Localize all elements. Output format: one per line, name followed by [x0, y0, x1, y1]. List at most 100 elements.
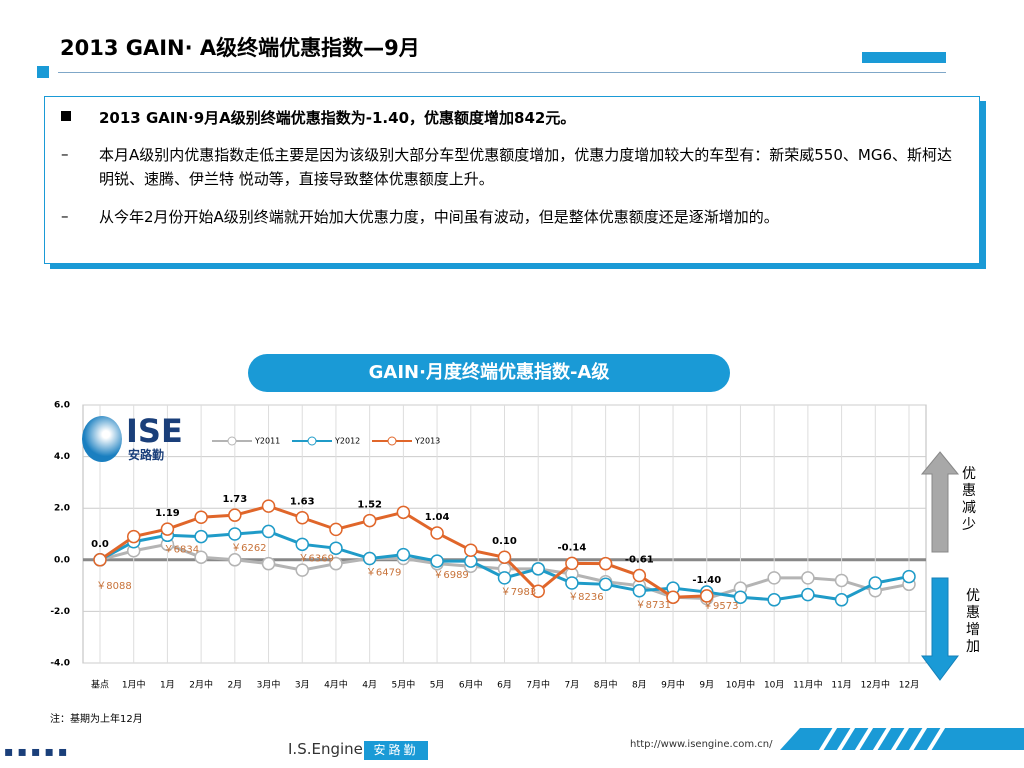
point	[666, 590, 680, 604]
price-label: ￥9573	[703, 601, 738, 612]
x-tick-label: 12月中	[861, 679, 890, 691]
point	[497, 550, 512, 564]
logo-text: ISE	[126, 412, 183, 450]
side-label-up: 优惠减少	[962, 466, 976, 533]
point	[497, 571, 512, 585]
data-label: 1.52	[357, 500, 382, 511]
point	[565, 576, 579, 590]
x-tick-label: 10月中	[726, 679, 755, 691]
point	[329, 522, 343, 537]
point	[430, 554, 444, 568]
price-label: ￥8731	[636, 600, 671, 611]
x-tick-label: 6月中	[459, 679, 483, 691]
point	[329, 556, 343, 571]
point	[396, 547, 411, 562]
x-tick-label: 8月	[632, 680, 647, 691]
data-label: -1.40	[692, 575, 721, 586]
legend-marker	[307, 436, 317, 446]
price-label: ￥8236	[568, 592, 603, 603]
x-tick-label: 7月中	[526, 679, 550, 691]
footer-url: http://www.isengine.com.cn/	[630, 739, 773, 750]
point	[565, 556, 579, 571]
point	[632, 568, 647, 583]
data-label: 0.0	[91, 539, 109, 550]
x-tick-label: 3月中	[257, 679, 281, 691]
bullet-sub: 本月A级别内优惠指数走低主要是因为该级别大部分车型优惠额度增加，优惠力度增加较大…	[99, 146, 953, 188]
point	[261, 524, 276, 539]
data-label: 0.10	[492, 536, 517, 547]
x-tick-label: 10月	[764, 680, 784, 691]
data-label: -0.61	[625, 555, 654, 566]
data-label: 1.04	[425, 512, 450, 523]
dots: ▪▪▪▪▪	[4, 744, 72, 760]
x-tick-label: 9月	[699, 680, 714, 691]
point	[362, 551, 377, 566]
point	[295, 510, 309, 525]
price-label: ￥6369	[299, 553, 334, 564]
y-tick-label: -4.0	[50, 659, 70, 669]
chart-title: GAIN·月度终端优惠指数-A级	[248, 354, 730, 392]
legend-label: Y2011	[254, 437, 280, 446]
point	[902, 569, 916, 584]
price-label: ￥6479	[366, 568, 401, 579]
x-tick-label: 3月	[295, 680, 310, 691]
point	[93, 553, 107, 567]
point	[194, 550, 208, 564]
point	[430, 526, 444, 540]
x-tick-label: 8月中	[594, 679, 618, 691]
point	[767, 593, 781, 607]
x-tick-label: 9月中	[661, 679, 685, 691]
point	[126, 529, 141, 544]
y-tick-label: -2.0	[50, 607, 70, 617]
dash: –	[61, 207, 69, 225]
y-tick-label: 6.0	[54, 401, 70, 411]
x-tick-label: 4月	[362, 680, 377, 691]
footer-brand-cn: 安路勤	[364, 741, 428, 760]
point	[700, 589, 714, 603]
price-label: ￥6989	[433, 570, 468, 581]
chart: -4.0 -2.0 0.0 2.0 4.0 6.0 基点 1月中 1月 2月中 2月 3月中 3月 4月中…	[50, 401, 927, 691]
point	[464, 543, 478, 558]
x-tick-label: 4月中	[324, 679, 348, 691]
x-tick-label: 7月	[565, 680, 580, 691]
data-label: -0.14	[558, 542, 587, 553]
point	[362, 513, 377, 528]
point	[228, 553, 242, 567]
legend-label: Y2012	[334, 437, 360, 446]
data-label: 1.19	[155, 508, 180, 519]
point	[598, 577, 613, 592]
point	[295, 537, 309, 552]
y-tick-label: 4.0	[54, 452, 70, 462]
legend-marker	[227, 436, 237, 446]
price-label: ￥8088	[96, 581, 131, 592]
down-arrow	[921, 577, 959, 681]
price-label: ￥6834	[164, 544, 199, 555]
point	[261, 556, 276, 571]
bullet-sub: 从今年2月份开始A级别终端就开始加大优惠力度，中间虽有波动，但是整体优惠额度还是…	[99, 208, 779, 226]
point	[868, 576, 883, 590]
point	[295, 563, 309, 577]
bullet	[61, 111, 71, 121]
bullet-main: 2013 GAIN·9月A级别终端优惠指数为-1.40，优惠额度增加842元。	[99, 109, 576, 127]
note: 注：基期为上年12月	[50, 714, 143, 725]
x-tick-label: 2月中	[189, 679, 213, 691]
point	[733, 590, 748, 604]
point	[598, 556, 613, 571]
y-tick-label: 2.0	[54, 504, 70, 514]
dash: –	[61, 145, 69, 163]
x-tick-label: 1月	[160, 680, 175, 691]
point	[801, 587, 815, 602]
point	[228, 527, 242, 541]
side-arrows	[920, 451, 960, 681]
x-tick-label: 2月	[227, 680, 242, 691]
point	[194, 510, 208, 524]
point	[228, 508, 242, 522]
title-bar	[862, 52, 946, 63]
x-tick-label: 1月中	[122, 679, 146, 691]
point	[194, 529, 208, 544]
point	[261, 499, 276, 513]
point	[396, 505, 411, 520]
x-tick-label: 5月	[430, 680, 445, 691]
y-tick-label: 0.0	[54, 555, 70, 565]
